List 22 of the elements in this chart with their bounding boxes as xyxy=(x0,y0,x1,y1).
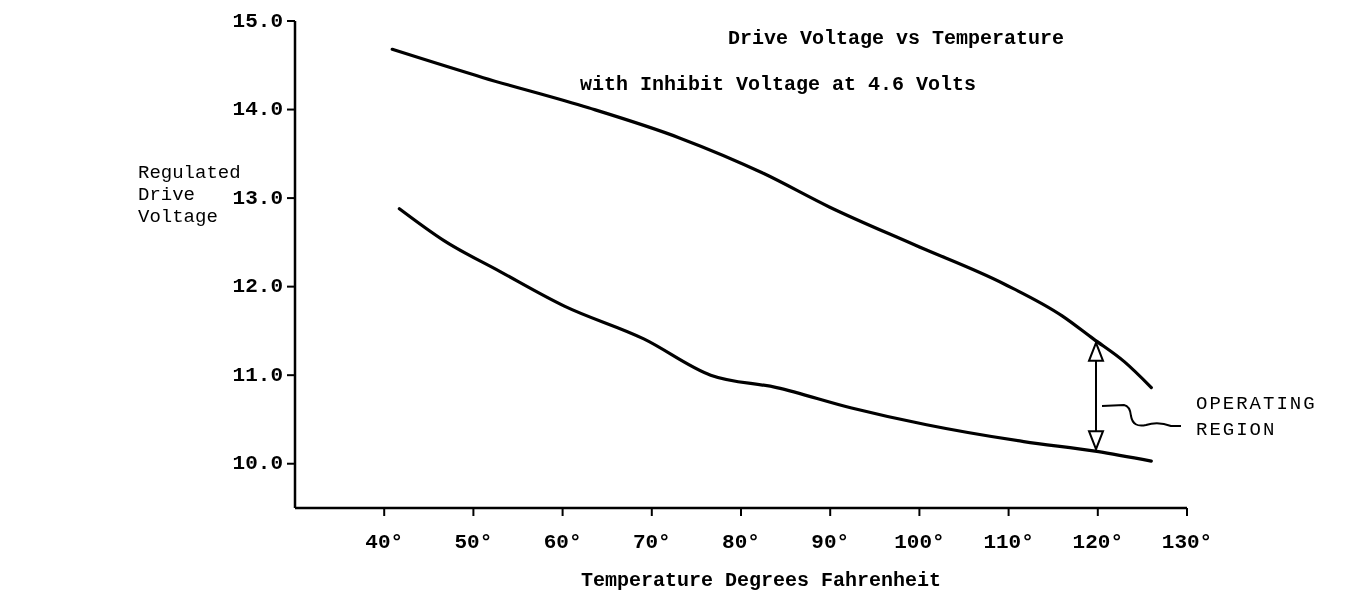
x-axis-title: Temperature Degrees Fahrenheit xyxy=(580,569,942,592)
x-tick-label: 110° xyxy=(983,531,1034,554)
x-tick-label: 100° xyxy=(894,531,945,554)
x-tick-label: 90° xyxy=(811,531,850,554)
y-tick-label: 15.0 xyxy=(232,9,283,33)
text: with Inhibit Voltage at 4.6 Volts xyxy=(580,73,977,96)
y-tick-label: 14.0 xyxy=(232,98,283,122)
x-tick-label: 70° xyxy=(632,531,671,554)
x-tick-label: 120° xyxy=(1072,531,1124,554)
x-tick-label: 80° xyxy=(722,531,760,554)
y-tick-label: 10.0 xyxy=(232,452,283,476)
x-tick-label: 130° xyxy=(1161,531,1213,554)
y-tick-label: 11.0 xyxy=(232,363,283,387)
y-tick-label: 13.0 xyxy=(232,186,283,210)
x-tick-label: 50° xyxy=(454,531,493,554)
x-tick-label: 60° xyxy=(543,531,582,554)
chart-title: Drive Voltage vs Temperature xyxy=(728,27,1065,50)
y-tick-label: 12.0 xyxy=(232,275,283,299)
text: OPERATING REGION xyxy=(1196,393,1317,441)
line-series xyxy=(390,47,1153,390)
line-series xyxy=(397,207,1153,463)
x-tick-label: 40° xyxy=(365,531,404,554)
